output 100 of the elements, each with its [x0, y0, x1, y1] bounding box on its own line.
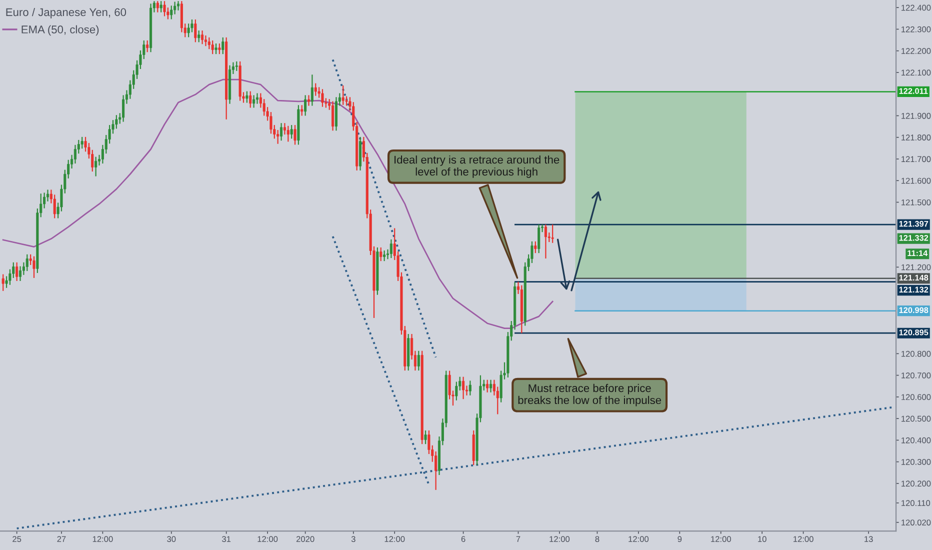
annotation: Ideal entry is a retrace around the level of the previous high: [394, 155, 560, 178]
candlestick: [190, 18, 194, 33]
candlestick: [544, 224, 547, 260]
y-tick-label: 120.020: [902, 520, 931, 526]
candlestick: [32, 256, 36, 279]
y-tick-label: 120.500: [902, 416, 931, 422]
ref-line-label: 121.132: [899, 286, 928, 293]
text: 11:14: [908, 250, 928, 256]
candlestick: [455, 381, 458, 401]
y-tick-label: 120.300: [902, 459, 931, 465]
candlestick: [204, 34, 207, 47]
x-tick-label: 12:00: [550, 536, 570, 542]
candlestick: [246, 90, 248, 104]
y-tick-label: 121.700: [902, 156, 931, 162]
ref-line-label: 121.148: [899, 274, 928, 281]
candlestick: [170, 5, 173, 20]
candlestick: [198, 30, 200, 43]
candlestick: [214, 42, 218, 55]
candlestick: [551, 224, 554, 244]
y-tick-label: 121.800: [902, 134, 931, 140]
candlestick: [187, 23, 190, 38]
candlestick: [270, 111, 272, 134]
x-tick-label: 12:00: [628, 536, 649, 542]
candlestick: [290, 124, 293, 140]
ref-line-label: 122.011: [899, 88, 928, 94]
candlestick: [18, 266, 22, 282]
y-tick-label: 121.200: [902, 264, 931, 270]
x-tick-label: 3: [351, 536, 356, 542]
candlestick: [235, 60, 238, 72]
x-tick-label: 2020: [296, 536, 314, 542]
candlestick: [380, 246, 382, 262]
y-tick-label: 120.700: [902, 372, 931, 378]
x-tick-label: 12:00: [794, 536, 814, 542]
candlestick: [294, 124, 296, 146]
x-tick-label: 6: [461, 536, 466, 542]
candlestick: [304, 94, 307, 116]
y-tick-label: 120.110: [902, 500, 930, 506]
candlestick: [222, 36, 224, 55]
candlestick: [146, 40, 149, 53]
y-tick-label: 122.400: [902, 4, 931, 11]
candlestick: [314, 82, 317, 96]
candlestick: [286, 125, 290, 142]
candlestick: [2, 274, 4, 292]
y-tick-label: 122.200: [902, 48, 931, 54]
ref-line-label: 121.397: [899, 220, 928, 227]
y-tick-label: 121.500: [902, 199, 931, 206]
y-tick-label: 120.800: [902, 350, 931, 357]
text: 121.332: [899, 234, 928, 241]
candlestick: [80, 136, 84, 150]
candlestick: [307, 94, 310, 106]
candlestick: [342, 84, 344, 106]
x-tick-label: 7: [516, 536, 520, 542]
ref-line-label: 120.895: [899, 330, 928, 336]
candlestick: [276, 129, 280, 144]
y-tick-label: 120.600: [902, 394, 931, 400]
y-tick-label: 121.600: [902, 178, 931, 184]
x-tick-label: 30: [167, 536, 176, 542]
x-tick-label: 12:00: [92, 536, 113, 542]
y-tick-label: 122.300: [902, 26, 931, 32]
candlestick: [462, 376, 465, 400]
candlestick: [252, 94, 256, 108]
x-tick-label: 8: [595, 536, 600, 542]
candlestick: [26, 254, 28, 272]
x-tick-label: 12:00: [258, 536, 278, 542]
candlestick: [94, 156, 98, 177]
x-tick-label: 25: [12, 536, 22, 542]
candlestick: [538, 224, 540, 254]
x-tick-label: 9: [678, 536, 682, 542]
annotation: Must retrace before price breaks the low of the impulse: [518, 384, 662, 406]
candlestick: [74, 144, 76, 164]
x-tick-label: 31: [222, 536, 231, 542]
x-tick-label: 13: [864, 536, 873, 542]
x-tick-label: 10: [758, 536, 766, 542]
candlestick: [163, 0, 166, 17]
y-tick-label: 121.900: [902, 112, 931, 119]
candlestick: [321, 88, 324, 108]
candlestick: [390, 238, 392, 259]
candlestick: [383, 250, 386, 262]
candlestick: [160, 0, 162, 13]
candlestick: [332, 100, 334, 132]
candlestick: [300, 104, 304, 116]
candlestick: [310, 74, 314, 106]
candlestick: [211, 40, 214, 55]
candlestick: [201, 30, 204, 45]
x-tick-label: 27: [57, 536, 66, 542]
candlestick: [208, 36, 210, 50]
candlestick: [489, 379, 492, 393]
candlestick: [156, 0, 159, 13]
candlestick: [16, 262, 18, 282]
y-tick-label: 122.100: [902, 70, 931, 76]
candlestick: [249, 90, 252, 108]
ref-line-label: 120.998: [899, 307, 928, 314]
candlestick: [468, 380, 472, 396]
candlestick: [417, 350, 420, 372]
x-tick-label: 12:00: [711, 536, 731, 542]
y-tick-label: 120.400: [902, 437, 931, 444]
candlestick: [486, 379, 489, 393]
candlestick: [218, 42, 221, 55]
text: Euro / Japanese Yen, 60: [6, 8, 126, 18]
y-tick-label: 120.200: [902, 480, 931, 487]
